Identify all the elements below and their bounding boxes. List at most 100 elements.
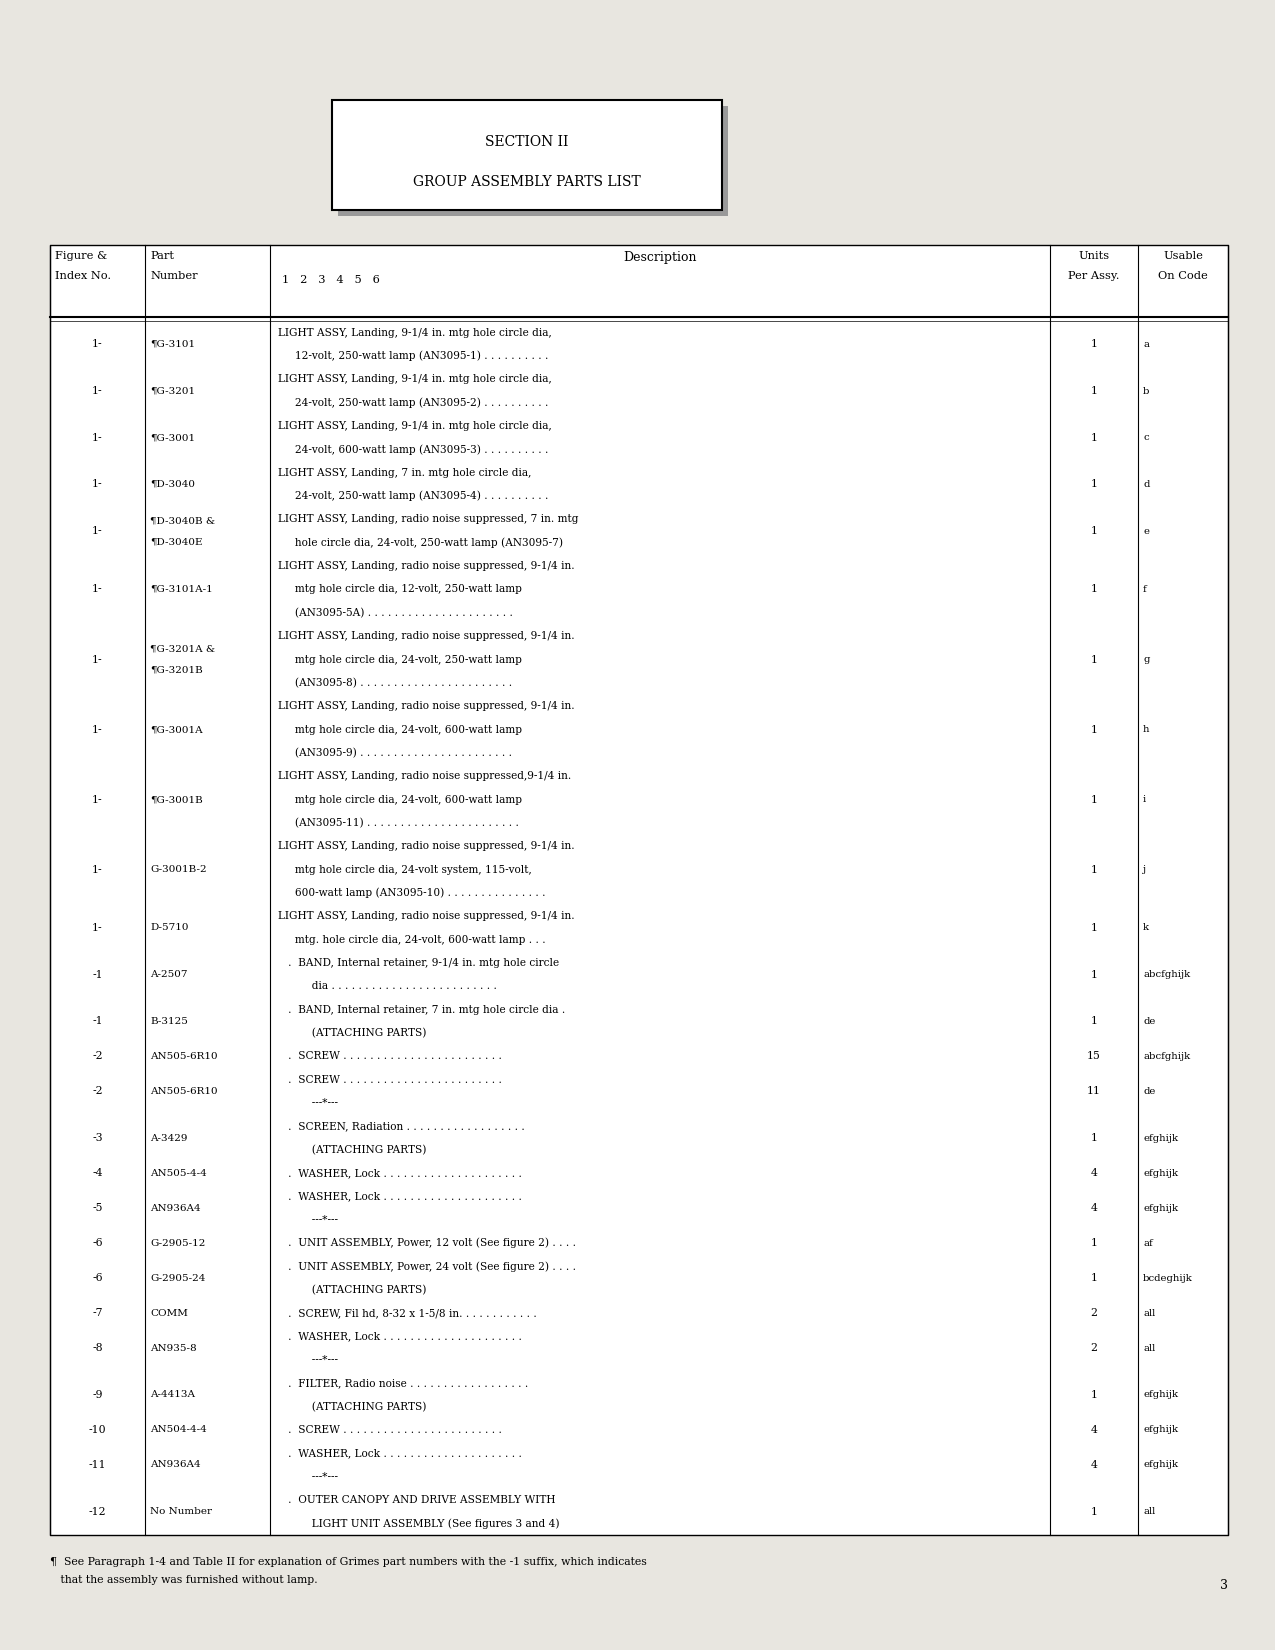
Text: .  UNIT ASSEMBLY, Power, 24 volt (See figure 2) . . . .: . UNIT ASSEMBLY, Power, 24 volt (See fig… [278, 1261, 576, 1272]
Text: h: h [1142, 724, 1150, 734]
Text: efghijk: efghijk [1142, 1168, 1178, 1178]
Text: de: de [1142, 1016, 1155, 1026]
Text: ¶G-3001: ¶G-3001 [150, 434, 195, 442]
Text: A-4413A: A-4413A [150, 1391, 195, 1399]
Text: Figure &: Figure & [55, 251, 107, 261]
Text: abcfghijk: abcfghijk [1142, 1053, 1190, 1061]
Text: D-5710: D-5710 [150, 924, 189, 932]
Text: 1: 1 [1090, 865, 1098, 874]
Text: Part: Part [150, 251, 173, 261]
Text: Usable: Usable [1163, 251, 1202, 261]
Text: Number: Number [150, 271, 198, 281]
Text: (ATTACHING PARTS): (ATTACHING PARTS) [278, 1285, 426, 1295]
Text: 1-: 1- [92, 480, 103, 490]
Text: -4: -4 [92, 1168, 103, 1178]
Text: all: all [1142, 1343, 1155, 1353]
Text: GROUP ASSEMBLY PARTS LIST: GROUP ASSEMBLY PARTS LIST [413, 175, 641, 190]
Text: AN936A4: AN936A4 [150, 1203, 200, 1213]
Text: abcfghijk: abcfghijk [1142, 970, 1190, 978]
Text: 1-: 1- [92, 724, 103, 734]
Text: LIGHT ASSY, Landing, 9-1/4 in. mtg hole circle dia,: LIGHT ASSY, Landing, 9-1/4 in. mtg hole … [278, 328, 552, 338]
Text: 11: 11 [1088, 1086, 1102, 1096]
Text: A-3429: A-3429 [150, 1134, 187, 1142]
Text: dia . . . . . . . . . . . . . . . . . . . . . . . . .: dia . . . . . . . . . . . . . . . . . . … [278, 982, 497, 992]
Text: 1: 1 [1090, 1506, 1098, 1516]
Text: ¶D-3040E: ¶D-3040E [150, 538, 203, 546]
Text: AN936A4: AN936A4 [150, 1460, 200, 1470]
Text: 1: 1 [1090, 340, 1098, 350]
Text: de: de [1142, 1087, 1155, 1096]
Text: all: all [1142, 1506, 1155, 1516]
Text: Per Assy.: Per Assy. [1068, 271, 1119, 281]
Text: 600-watt lamp (AN3095-10) . . . . . . . . . . . . . . .: 600-watt lamp (AN3095-10) . . . . . . . … [278, 888, 546, 898]
Text: 1-: 1- [92, 432, 103, 442]
Text: AN935-8: AN935-8 [150, 1343, 196, 1353]
Text: mtg hole circle dia, 24-volt, 600-watt lamp: mtg hole circle dia, 24-volt, 600-watt l… [278, 795, 521, 805]
Text: 1-: 1- [92, 386, 103, 396]
Text: 1   2   3   4   5   6: 1 2 3 4 5 6 [282, 276, 380, 285]
Text: mtg hole circle dia, 24-volt system, 115-volt,: mtg hole circle dia, 24-volt system, 115… [278, 865, 532, 874]
Text: .  FILTER, Radio noise . . . . . . . . . . . . . . . . . .: . FILTER, Radio noise . . . . . . . . . … [278, 1378, 528, 1388]
Text: (ATTACHING PARTS): (ATTACHING PARTS) [278, 1401, 426, 1412]
Text: efghijk: efghijk [1142, 1426, 1178, 1434]
Text: 1: 1 [1090, 432, 1098, 442]
Text: .  OUTER CANOPY AND DRIVE ASSEMBLY WITH: . OUTER CANOPY AND DRIVE ASSEMBLY WITH [278, 1495, 556, 1505]
Text: LIGHT ASSY, Landing, radio noise suppressed, 9-1/4 in.: LIGHT ASSY, Landing, radio noise suppres… [278, 911, 575, 921]
Text: 1: 1 [1090, 584, 1098, 594]
Text: 24-volt, 600-watt lamp (AN3095-3) . . . . . . . . . .: 24-volt, 600-watt lamp (AN3095-3) . . . … [278, 444, 548, 455]
Text: 15: 15 [1088, 1051, 1100, 1061]
Text: efghijk: efghijk [1142, 1134, 1178, 1142]
Text: 4: 4 [1090, 1460, 1098, 1470]
Text: c: c [1142, 434, 1149, 442]
Text: Description: Description [623, 251, 696, 264]
Text: AN505-6R10: AN505-6R10 [150, 1053, 218, 1061]
Text: (AN3095-9) . . . . . . . . . . . . . . . . . . . . . . .: (AN3095-9) . . . . . . . . . . . . . . .… [278, 747, 513, 757]
Text: LIGHT ASSY, Landing, radio noise suppressed, 9-1/4 in.: LIGHT ASSY, Landing, radio noise suppres… [278, 632, 575, 642]
Text: 1: 1 [1090, 795, 1098, 805]
Text: Units: Units [1079, 251, 1109, 261]
Text: ---*---: ---*--- [278, 1099, 338, 1109]
Text: -2: -2 [92, 1086, 103, 1096]
Text: 1: 1 [1090, 386, 1098, 396]
Text: 1: 1 [1090, 1016, 1098, 1026]
Text: mtg hole circle dia, 24-volt, 600-watt lamp: mtg hole circle dia, 24-volt, 600-watt l… [278, 724, 521, 734]
Text: 1-: 1- [92, 865, 103, 874]
Text: 4: 4 [1090, 1203, 1098, 1213]
Text: ¶G-3001A: ¶G-3001A [150, 724, 203, 734]
Text: 2: 2 [1090, 1308, 1098, 1318]
Text: (AN3095-11) . . . . . . . . . . . . . . . . . . . . . . .: (AN3095-11) . . . . . . . . . . . . . . … [278, 818, 519, 828]
Text: On Code: On Code [1158, 271, 1207, 281]
Text: (ATTACHING PARTS): (ATTACHING PARTS) [278, 1028, 426, 1038]
Text: 1: 1 [1090, 922, 1098, 932]
Text: 24-volt, 250-watt lamp (AN3095-2) . . . . . . . . . .: 24-volt, 250-watt lamp (AN3095-2) . . . … [278, 398, 548, 408]
Text: LIGHT ASSY, Landing, 7 in. mtg hole circle dia,: LIGHT ASSY, Landing, 7 in. mtg hole circ… [278, 467, 532, 478]
Text: G-2905-12: G-2905-12 [150, 1239, 205, 1247]
Text: 1: 1 [1090, 970, 1098, 980]
Text: k: k [1142, 924, 1149, 932]
Text: .  SCREEN, Radiation . . . . . . . . . . . . . . . . . .: . SCREEN, Radiation . . . . . . . . . . … [278, 1122, 525, 1132]
Bar [338, 106, 728, 216]
Text: 1: 1 [1090, 1389, 1098, 1399]
Text: .  SCREW . . . . . . . . . . . . . . . . . . . . . . . .: . SCREW . . . . . . . . . . . . . . . . … [278, 1051, 502, 1061]
Text: 1: 1 [1090, 655, 1098, 665]
Text: 1: 1 [1090, 1274, 1098, 1284]
Text: -1: -1 [92, 1016, 103, 1026]
Text: that the assembly was furnished without lamp.: that the assembly was furnished without … [50, 1576, 317, 1586]
Text: 12-volt, 250-watt lamp (AN3095-1) . . . . . . . . . .: 12-volt, 250-watt lamp (AN3095-1) . . . … [278, 351, 548, 361]
Text: 1-: 1- [92, 526, 103, 536]
Text: 1-: 1- [92, 655, 103, 665]
Text: b: b [1142, 386, 1150, 396]
Text: d: d [1142, 480, 1149, 488]
Text: (AN3095-5A) . . . . . . . . . . . . . . . . . . . . . .: (AN3095-5A) . . . . . . . . . . . . . . … [278, 607, 513, 619]
Text: -11: -11 [89, 1460, 106, 1470]
Text: LIGHT ASSY, Landing, 9-1/4 in. mtg hole circle dia,: LIGHT ASSY, Landing, 9-1/4 in. mtg hole … [278, 375, 552, 384]
Text: (ATTACHING PARTS): (ATTACHING PARTS) [278, 1145, 426, 1155]
Text: .  UNIT ASSEMBLY, Power, 12 volt (See figure 2) . . . .: . UNIT ASSEMBLY, Power, 12 volt (See fig… [278, 1238, 576, 1249]
Text: ---*---: ---*--- [278, 1472, 338, 1482]
Text: LIGHT ASSY, Landing, radio noise suppressed,9-1/4 in.: LIGHT ASSY, Landing, radio noise suppres… [278, 771, 571, 780]
Text: AN505-4-4: AN505-4-4 [150, 1168, 207, 1178]
Text: ¶G-3001B: ¶G-3001B [150, 795, 203, 804]
Text: LIGHT ASSY, Landing, radio noise suppressed, 9-1/4 in.: LIGHT ASSY, Landing, radio noise suppres… [278, 561, 575, 571]
Text: G-3001B-2: G-3001B-2 [150, 865, 207, 874]
Text: No Number: No Number [150, 1506, 212, 1516]
